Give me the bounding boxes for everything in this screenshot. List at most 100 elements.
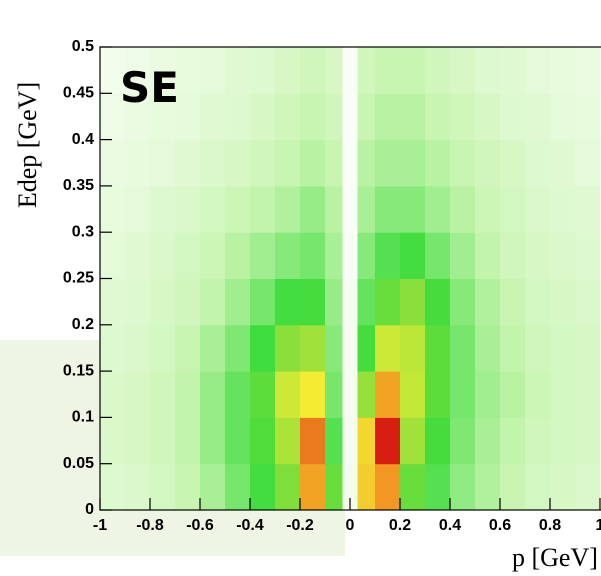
histogram-cell bbox=[475, 185, 501, 233]
histogram-cell bbox=[425, 324, 451, 372]
x-tick-label: 0.6 bbox=[489, 517, 511, 534]
histogram-cell bbox=[375, 324, 401, 372]
histogram-cell bbox=[342, 371, 358, 418]
histogram-cell bbox=[250, 278, 276, 326]
histogram-cell bbox=[475, 139, 501, 187]
y-tick-label: 0.45 bbox=[63, 85, 94, 102]
histogram-cell bbox=[500, 417, 526, 465]
y-tick-label: 0.05 bbox=[63, 455, 94, 472]
histogram-cell bbox=[300, 463, 326, 511]
histogram-cell bbox=[100, 185, 126, 233]
histogram-cell bbox=[425, 463, 451, 511]
histogram-cell bbox=[150, 93, 176, 141]
histogram-cell bbox=[357, 185, 376, 233]
histogram-cell bbox=[342, 47, 358, 94]
histogram-cell bbox=[100, 417, 126, 465]
histogram-cell bbox=[550, 47, 576, 94]
y-axis-title: Edep [GeV] bbox=[13, 82, 42, 208]
histogram-cell bbox=[225, 371, 251, 418]
histogram-cell bbox=[425, 139, 451, 187]
x-tick-label: 1 bbox=[596, 517, 601, 534]
histogram-cell bbox=[375, 185, 401, 233]
histogram-cell bbox=[550, 232, 576, 279]
histogram-cell bbox=[500, 232, 526, 279]
histogram-cell bbox=[250, 139, 276, 187]
histogram-cell bbox=[475, 93, 501, 141]
histogram-cell bbox=[450, 463, 476, 511]
histogram-cell bbox=[550, 417, 576, 465]
histogram-cell bbox=[575, 463, 601, 511]
histogram-cell bbox=[425, 417, 451, 465]
histogram-cell bbox=[250, 371, 276, 418]
histogram-cell bbox=[150, 417, 176, 465]
histogram-cell bbox=[150, 371, 176, 418]
histogram-cell bbox=[150, 324, 176, 372]
histogram-cell bbox=[100, 371, 126, 418]
histogram-cell bbox=[200, 324, 226, 372]
histogram-cell bbox=[500, 371, 526, 418]
histogram-cell bbox=[325, 185, 343, 233]
histogram-cell bbox=[375, 278, 401, 326]
histogram-cell bbox=[475, 232, 501, 279]
histogram-cell bbox=[550, 139, 576, 187]
histogram-cell bbox=[125, 417, 151, 465]
histogram-cell bbox=[450, 185, 476, 233]
histogram-cell bbox=[300, 232, 326, 279]
histogram-cell bbox=[342, 185, 358, 233]
histogram-cell bbox=[150, 139, 176, 187]
histogram-cell bbox=[100, 278, 126, 326]
histogram-cell bbox=[325, 47, 343, 94]
histogram-cell bbox=[275, 278, 301, 326]
histogram-cell bbox=[175, 232, 201, 279]
histogram-cell bbox=[575, 139, 601, 187]
x-tick-label: -0.2 bbox=[286, 517, 314, 534]
histogram-cell bbox=[357, 232, 376, 279]
histogram-cell bbox=[450, 417, 476, 465]
histogram-cell bbox=[200, 417, 226, 465]
y-tick-label: 0.4 bbox=[72, 131, 94, 148]
histogram-cell bbox=[325, 93, 343, 141]
histogram-cell bbox=[575, 417, 601, 465]
histogram-cell bbox=[250, 93, 276, 141]
histogram-cell bbox=[400, 185, 426, 233]
histogram-cell bbox=[550, 371, 576, 418]
histogram-cell bbox=[225, 232, 251, 279]
histogram-cell bbox=[575, 232, 601, 279]
histogram-cell bbox=[425, 371, 451, 418]
histogram-cell bbox=[357, 47, 376, 94]
histogram-cell bbox=[300, 139, 326, 187]
x-tick-label: 0.4 bbox=[439, 517, 461, 534]
histogram-cell bbox=[150, 278, 176, 326]
histogram-cell bbox=[250, 463, 276, 511]
histogram-cell bbox=[300, 417, 326, 465]
histogram-cell bbox=[357, 463, 376, 511]
histogram-cell bbox=[200, 278, 226, 326]
histogram-cell bbox=[125, 278, 151, 326]
histogram-cell bbox=[342, 324, 358, 372]
histogram-cell bbox=[525, 463, 551, 511]
histogram-cell bbox=[425, 47, 451, 94]
histogram-cell bbox=[400, 278, 426, 326]
histogram-cell bbox=[425, 185, 451, 233]
histogram-cell bbox=[175, 417, 201, 465]
histogram-cell bbox=[300, 371, 326, 418]
histogram-cell bbox=[550, 185, 576, 233]
histogram-cell bbox=[325, 324, 343, 372]
histogram-cell bbox=[125, 93, 151, 141]
histogram-cell bbox=[425, 232, 451, 279]
histogram-cell bbox=[375, 463, 401, 511]
x-tick-label: -1 bbox=[93, 517, 107, 534]
histogram-cell bbox=[100, 47, 126, 94]
histogram-cell bbox=[250, 417, 276, 465]
histogram-cell bbox=[500, 463, 526, 511]
histogram-cell bbox=[175, 47, 201, 94]
histogram-cell bbox=[550, 324, 576, 372]
histogram-cell bbox=[300, 185, 326, 233]
histogram-cell bbox=[550, 463, 576, 511]
histogram-cell bbox=[475, 371, 501, 418]
histogram-cell bbox=[300, 278, 326, 326]
histogram-cell bbox=[450, 93, 476, 141]
histogram-cell bbox=[500, 47, 526, 94]
histogram-cell bbox=[100, 232, 126, 279]
x-tick-label: -0.8 bbox=[136, 517, 164, 534]
